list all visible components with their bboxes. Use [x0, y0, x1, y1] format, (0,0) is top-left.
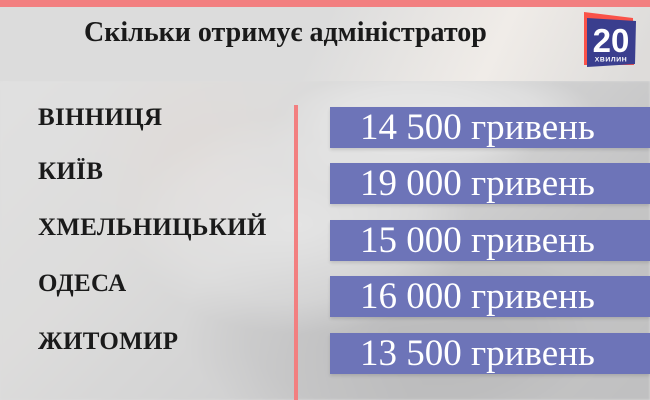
svg-text:20: 20	[593, 22, 630, 59]
svg-text:ХВИЛИН: ХВИЛИН	[595, 57, 628, 64]
